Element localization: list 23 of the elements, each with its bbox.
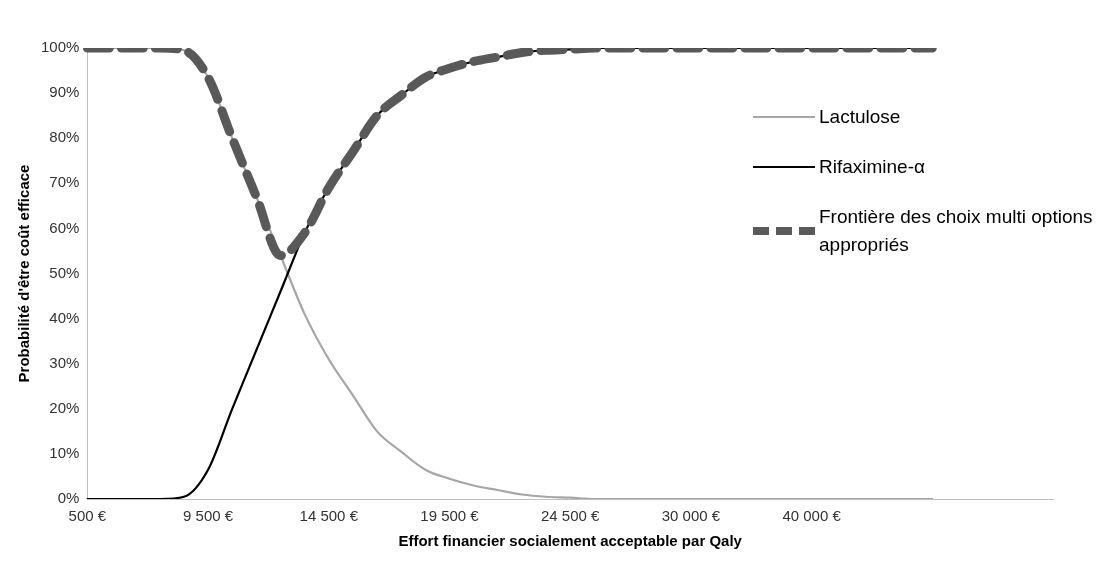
y-tick-label: 10% <box>49 444 80 462</box>
legend-label: Frontière des choix multi options appropriés <box>819 205 1093 257</box>
x-tick-label: 500 € <box>68 507 107 525</box>
y-axis-title: Probabilité d'être coût efficace <box>15 164 33 383</box>
legend-label: Lactulose <box>819 105 901 129</box>
y-tick-label: 100% <box>40 38 80 56</box>
x-tick-label: 14 500 € <box>299 507 359 525</box>
x-tick-label: 9 500 € <box>183 507 234 525</box>
x-tick-label: 19 500 € <box>420 507 480 525</box>
legend-label: Rifaximine-α <box>819 155 926 179</box>
y-tick-label: 80% <box>49 128 80 146</box>
x-tick-label: 30 000 € <box>661 507 721 525</box>
y-tick-label: 90% <box>49 83 80 101</box>
y-tick-label: 0% <box>57 489 80 507</box>
y-tick-label: 20% <box>49 398 80 416</box>
y-tick-label: 60% <box>49 218 80 236</box>
y-tick-label: 30% <box>49 353 80 371</box>
y-tick-label: 70% <box>49 173 80 191</box>
y-tick-label: 40% <box>49 308 80 326</box>
x-axis-title: Effort financier socialement acceptable par Qaly <box>398 532 743 550</box>
y-tick-label: 50% <box>49 263 80 281</box>
x-tick-label: 24 500 € <box>540 507 601 525</box>
x-tick-label: 40 000 € <box>782 507 842 525</box>
